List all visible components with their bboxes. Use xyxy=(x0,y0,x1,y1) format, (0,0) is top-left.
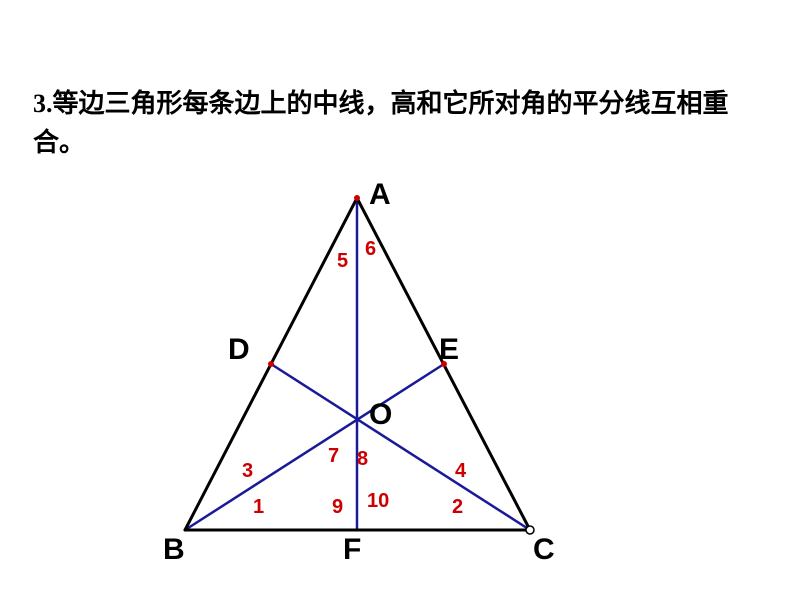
vertex-label-B: B xyxy=(163,533,185,567)
angle-label-10: 10 xyxy=(367,490,389,513)
vertex-label-C: C xyxy=(533,533,555,567)
angle-label-2: 2 xyxy=(452,496,463,519)
angle-label-5: 5 xyxy=(337,250,348,273)
vertex-label-F: F xyxy=(343,533,361,567)
angle-label-7: 7 xyxy=(328,445,339,468)
angle-label-1: 1 xyxy=(253,496,264,519)
vertex-label-O: O xyxy=(369,398,392,432)
triangle-diagram xyxy=(0,0,794,596)
angle-label-8: 8 xyxy=(357,448,368,471)
vertex-label-A: A xyxy=(369,178,391,212)
angle-label-9: 9 xyxy=(332,496,343,519)
angle-label-6: 6 xyxy=(365,238,376,261)
angle-label-4: 4 xyxy=(455,460,466,483)
angle-label-3: 3 xyxy=(242,460,253,483)
vertex-label-E: E xyxy=(439,333,459,367)
vertex-label-D: D xyxy=(228,333,250,367)
